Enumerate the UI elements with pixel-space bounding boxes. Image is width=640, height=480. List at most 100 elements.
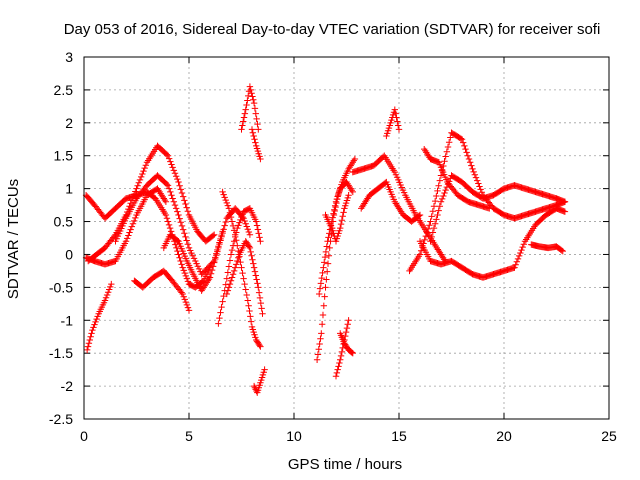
data-point [391, 106, 398, 113]
data-point [437, 172, 445, 179]
data-point [172, 205, 180, 212]
data-point [245, 243, 253, 250]
data-point [457, 135, 465, 142]
data-point [261, 366, 268, 373]
data-point [322, 248, 330, 256]
data-point [164, 218, 172, 225]
data-point [132, 214, 139, 222]
data-point [428, 233, 435, 241]
data-point [173, 244, 180, 252]
plot-frame [83, 56, 610, 420]
data-point [136, 176, 144, 184]
data-point [127, 226, 134, 233]
data-point [229, 222, 237, 230]
data-point [422, 232, 430, 240]
data-point [477, 186, 484, 193]
data-point [325, 252, 333, 259]
data-point [175, 251, 182, 258]
data-point [246, 307, 253, 315]
data-point [125, 232, 132, 239]
data-point [249, 129, 257, 136]
data-point [319, 311, 327, 319]
data-point [181, 296, 188, 303]
data-point [237, 258, 244, 266]
data-point [179, 226, 187, 233]
data-point [227, 251, 235, 258]
data-point [163, 151, 171, 158]
data-point [435, 182, 442, 189]
data-point [229, 271, 237, 278]
data-point [170, 167, 178, 174]
data-point [103, 291, 111, 299]
chart-title: Day 053 of 2016, Sidereal Day-to-day VTE… [64, 21, 601, 38]
data-point [340, 209, 347, 216]
data-point [106, 286, 113, 293]
data-point [108, 280, 115, 288]
series-arc-g [160, 205, 254, 294]
series-arc-a [82, 188, 214, 291]
data-point [211, 231, 218, 238]
y-tick-label: 1 [65, 181, 73, 197]
data-point [162, 198, 170, 205]
data-point [478, 189, 486, 196]
data-point [213, 252, 220, 259]
data-point [93, 315, 100, 323]
data-point [88, 330, 95, 337]
data-point [228, 274, 236, 281]
series-arc-y [421, 145, 493, 212]
data-point [323, 243, 330, 250]
data-point [392, 110, 399, 117]
data-point [257, 238, 264, 245]
data-point [123, 235, 131, 242]
data-point [129, 220, 137, 227]
data-point [230, 267, 238, 275]
data-point [218, 303, 225, 311]
data-point [182, 233, 189, 241]
data-point [91, 321, 98, 328]
x-tick-label: 15 [391, 428, 407, 444]
data-point [224, 287, 232, 294]
series-arc-b [85, 142, 218, 265]
data-point [219, 298, 226, 305]
data-point [165, 185, 173, 192]
data-point [226, 209, 234, 216]
data-point [226, 257, 234, 264]
data-point [135, 179, 143, 186]
data-point [242, 106, 249, 113]
data-point [245, 92, 252, 100]
data-point [255, 284, 262, 291]
data-point [323, 276, 330, 283]
data-point [247, 86, 254, 94]
data-point [184, 278, 192, 285]
y-tick-label: 2.5 [54, 82, 74, 98]
data-point [433, 216, 440, 223]
data-point [349, 188, 356, 196]
data-point [321, 259, 328, 266]
data-point [225, 205, 233, 212]
data-point [249, 93, 256, 100]
data-point [235, 254, 242, 261]
series-arc-s [349, 152, 449, 265]
data-point [243, 291, 250, 299]
data-point [248, 90, 255, 97]
series-arc-w [427, 172, 569, 245]
data-point [255, 289, 263, 296]
series-arc-e [83, 280, 115, 354]
data-point [178, 261, 185, 268]
data-point [243, 223, 250, 230]
data-point [169, 164, 176, 171]
data-point [241, 217, 248, 225]
data-point [101, 297, 109, 304]
data-point [325, 234, 332, 241]
data-point [393, 114, 400, 121]
data-point [252, 272, 259, 279]
data-point [476, 183, 483, 190]
data-point [447, 134, 454, 141]
data-point [169, 195, 176, 202]
data-point [519, 243, 526, 251]
data-point [441, 158, 448, 165]
data-point [234, 242, 241, 249]
data-point [337, 352, 345, 360]
data-point [207, 270, 215, 277]
data-point [87, 333, 94, 340]
